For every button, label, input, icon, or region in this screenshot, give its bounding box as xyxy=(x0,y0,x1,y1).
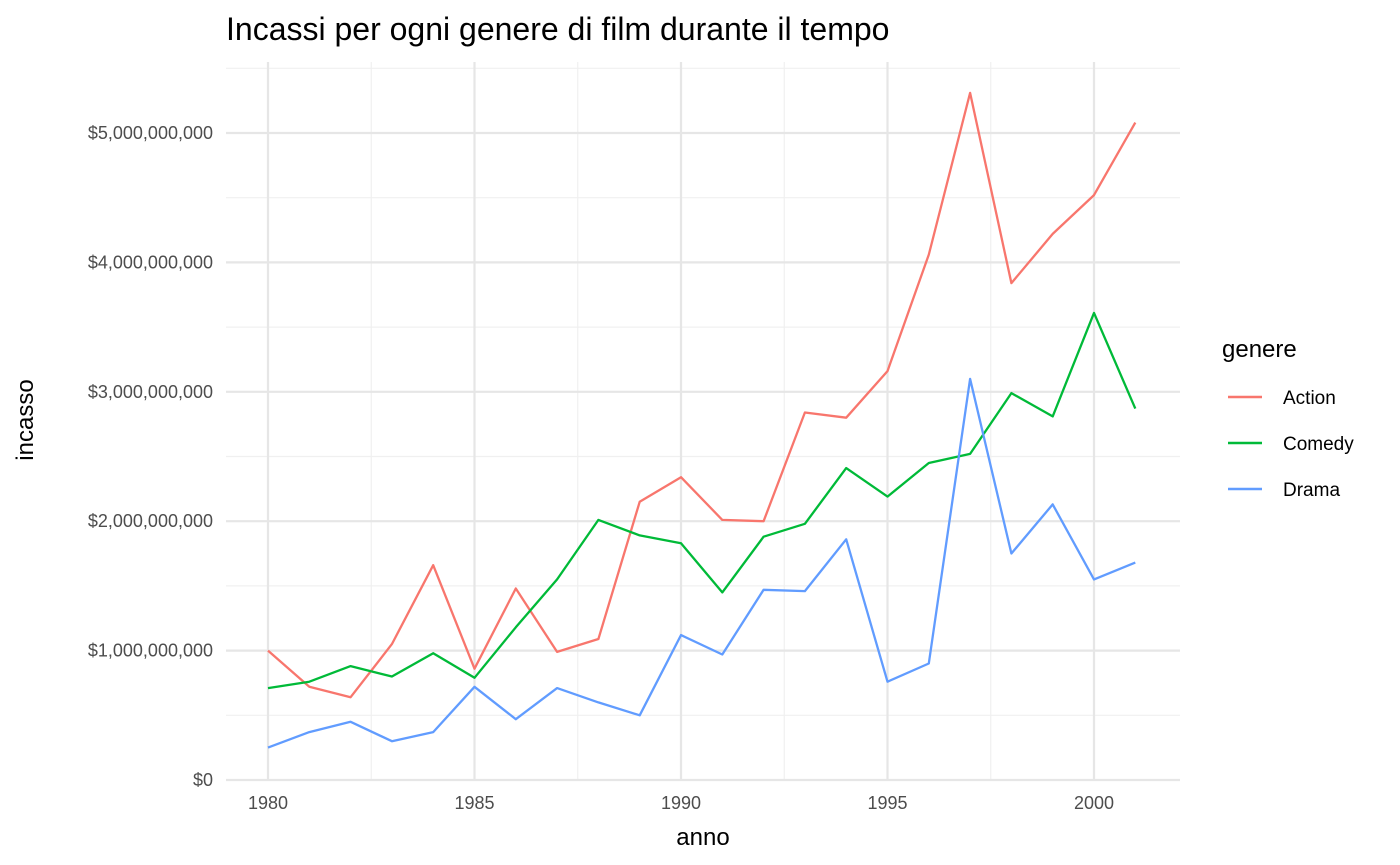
y-tick-label: $0 xyxy=(193,770,213,790)
x-tick-label: 1985 xyxy=(454,793,494,813)
x-tick-label: 1980 xyxy=(248,793,288,813)
x-axis-title: anno xyxy=(676,824,729,851)
y-tick-label: $1,000,000,000 xyxy=(88,641,213,661)
x-tick-label: 1995 xyxy=(867,793,907,813)
chart-title: Incassi per ogni genere di film durante … xyxy=(226,11,889,47)
legend-title: genere xyxy=(1222,336,1297,363)
x-axis-ticks: 1980 1985 1990 1995 2000 xyxy=(248,793,1114,813)
grid xyxy=(226,62,1180,782)
legend-label-comedy: Comedy xyxy=(1283,434,1354,455)
legend-label-drama: Drama xyxy=(1283,480,1340,501)
x-tick-label: 2000 xyxy=(1074,793,1114,813)
y-axis-ticks: $0 $1,000,000,000 $2,000,000,000 $3,000,000… xyxy=(88,123,213,790)
series-line-action xyxy=(267,91,1137,699)
x-tick-label: 1990 xyxy=(661,793,701,813)
y-tick-label: $5,000,000,000 xyxy=(88,123,213,143)
legend: genere Action Comedy Drama xyxy=(1222,336,1354,501)
series-lines xyxy=(267,91,1137,749)
series-line-comedy xyxy=(267,311,1137,690)
y-tick-label: $4,000,000,000 xyxy=(88,252,213,272)
y-axis-title: incasso xyxy=(12,379,39,460)
series-line-drama xyxy=(267,377,1136,749)
legend-label-action: Action xyxy=(1283,388,1336,409)
y-tick-label: $2,000,000,000 xyxy=(88,511,213,531)
y-tick-label: $3,000,000,000 xyxy=(88,382,213,402)
